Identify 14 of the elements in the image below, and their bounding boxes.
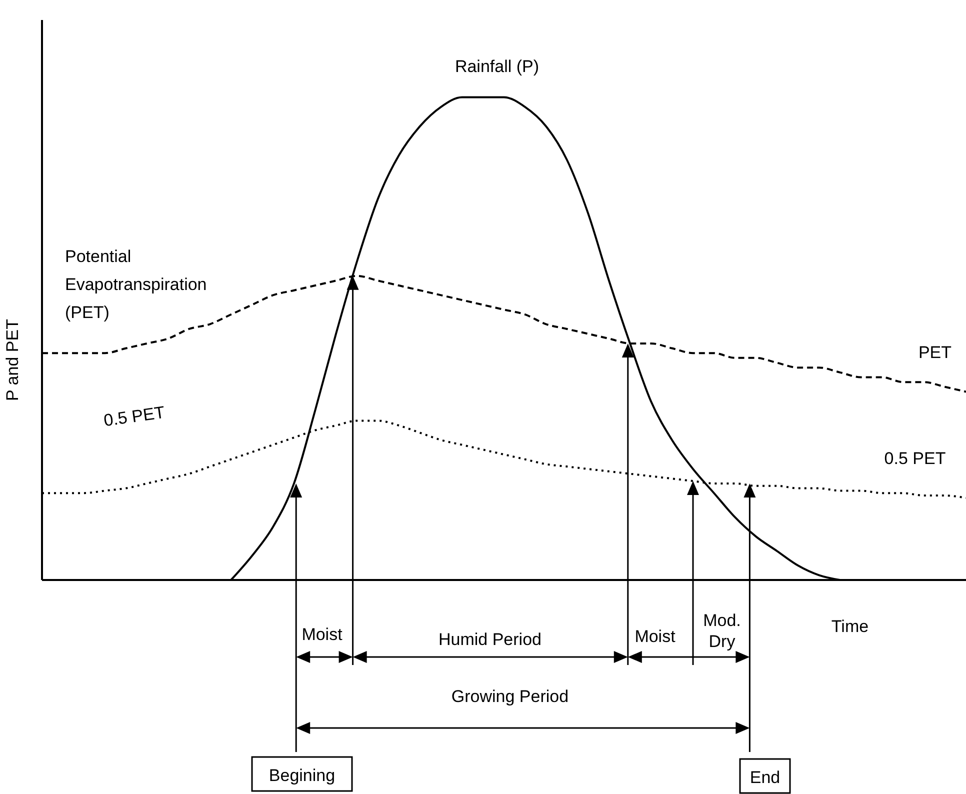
text: Mod. Dry — [703, 611, 741, 651]
text: Time — [831, 617, 869, 636]
series-label: Rainfall (P) — [454, 57, 540, 76]
series-label: PET — [918, 343, 952, 362]
y-axis-title: P and PET — [3, 319, 22, 401]
annotation: 0.5 PET — [102, 402, 166, 430]
text: Humid Period — [438, 630, 542, 649]
text: End — [750, 768, 780, 787]
annotation: Potential Evapotranspiration (PET) — [65, 247, 207, 322]
series-label: 0.5 PET — [884, 449, 946, 468]
text: Moist — [634, 627, 676, 646]
text: Begining — [268, 766, 336, 785]
text: Growing Period — [451, 687, 569, 706]
text: Moist — [302, 625, 343, 644]
